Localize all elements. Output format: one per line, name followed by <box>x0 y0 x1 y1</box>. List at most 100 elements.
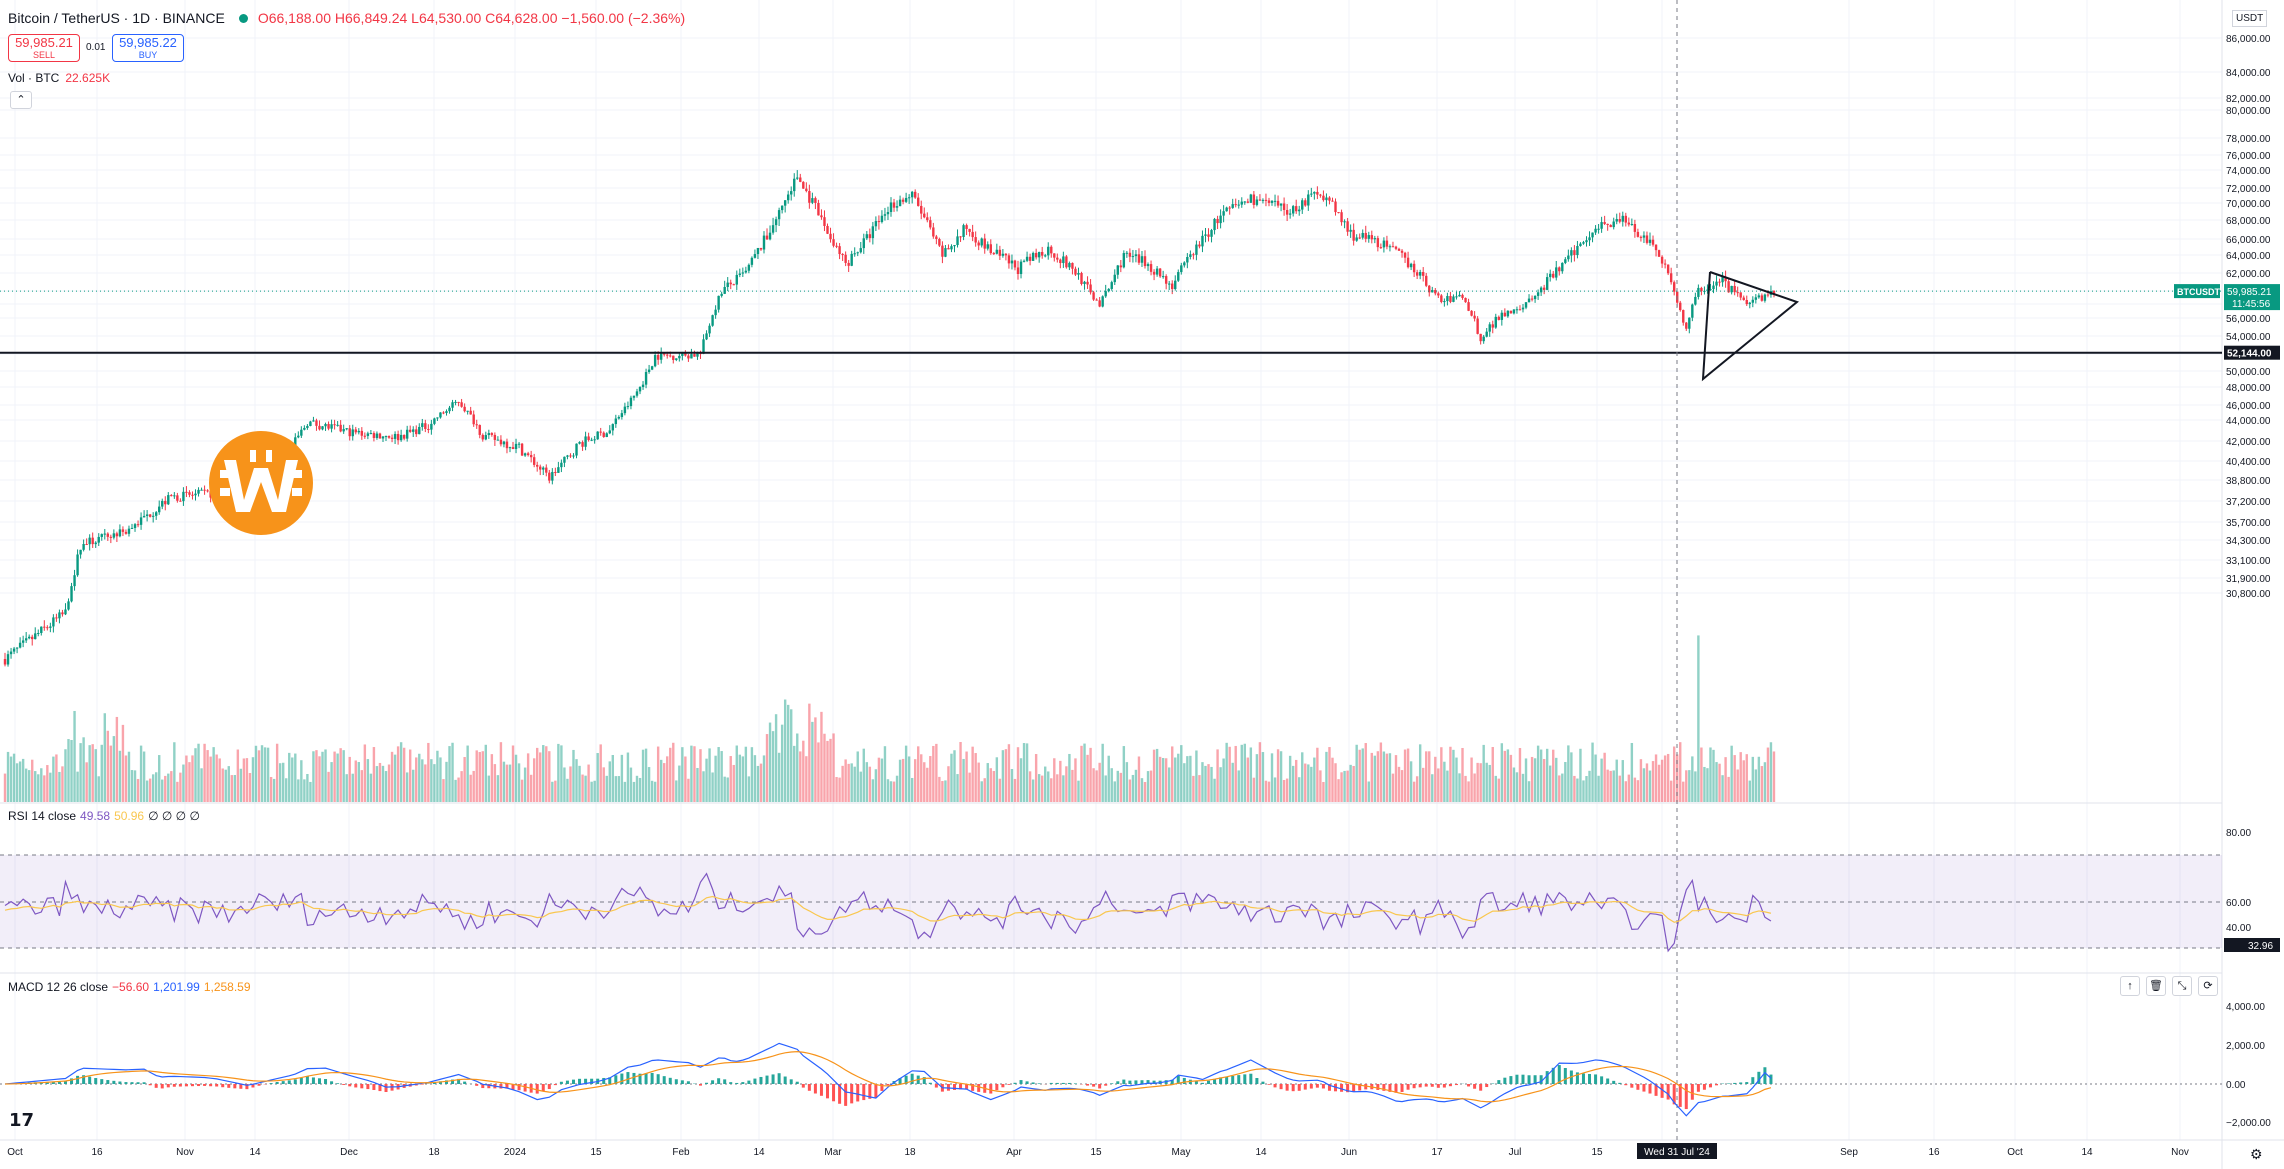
volume-bar <box>793 745 796 802</box>
macd-hist-bar <box>511 1084 515 1090</box>
macd-hist-bar <box>759 1076 763 1084</box>
gear-icon[interactable]: ⚙ <box>2250 1146 2263 1162</box>
price-tick-label: 42,000.00 <box>2226 437 2271 448</box>
volume-bar <box>291 757 294 802</box>
volume-bar <box>1298 777 1301 802</box>
macd-hist-bar <box>801 1084 805 1088</box>
macd-hist-bar <box>698 1084 702 1086</box>
macd-hist-bar <box>463 1081 467 1084</box>
time-tick-label: Mar <box>824 1147 842 1158</box>
macd-hist-bar <box>1430 1084 1434 1087</box>
volume-bar <box>315 750 318 802</box>
volume-bar <box>312 751 315 802</box>
candle-body <box>348 428 351 437</box>
candle-body <box>1177 272 1180 281</box>
candle-body <box>1158 268 1162 277</box>
macd-legend[interactable]: MACD 12 26 close −56.60 1,201.99 1,258.59 <box>8 980 251 994</box>
volume-bar <box>1561 773 1564 802</box>
volume-bar <box>551 781 554 802</box>
candle-body <box>614 418 618 425</box>
delete-pane-icon[interactable]: 🗑 <box>2146 976 2166 996</box>
candle-body <box>1282 203 1286 210</box>
candle-body <box>1152 271 1156 275</box>
volume-bar <box>796 733 799 802</box>
candle-body <box>1606 223 1609 225</box>
volume-bar <box>774 714 778 802</box>
volume-bar <box>1213 778 1216 802</box>
volume-bar <box>554 780 557 802</box>
candle-body <box>127 528 131 534</box>
volume-bar <box>1715 762 1718 802</box>
volume-bar <box>1422 767 1425 802</box>
candle-body <box>445 411 448 414</box>
buy-button[interactable]: 59,985.22 BUY <box>112 34 184 62</box>
volume-bar <box>599 744 602 802</box>
volume-bar <box>27 770 31 802</box>
candle-body <box>529 455 533 458</box>
volume-bar <box>910 777 914 802</box>
candle-body <box>1485 331 1488 337</box>
volume-bar <box>508 764 512 802</box>
candle-body <box>372 433 376 438</box>
volume-bar <box>454 779 457 802</box>
candle-body <box>1549 273 1552 278</box>
symbol-legend[interactable]: Bitcoin / TetherUS · 1D · BINANCE O66,18… <box>8 10 685 26</box>
more-pane-icon[interactable]: ⟳ <box>2198 976 2218 996</box>
volume-bar <box>1573 775 1576 802</box>
volume-bar <box>1739 752 1742 802</box>
candle-body <box>1065 256 1068 268</box>
macd-hist-bar <box>571 1079 575 1084</box>
candle-body <box>1113 274 1116 283</box>
macd-hist-bar <box>1696 1084 1700 1092</box>
candle-body <box>1037 251 1041 258</box>
rsi-legend[interactable]: RSI 14 close 49.58 50.96 ∅ ∅ ∅ ∅ <box>8 809 200 823</box>
sell-label: SELL <box>32 50 56 60</box>
candle-body <box>466 410 469 412</box>
tradingview-logo[interactable]: 17 <box>9 1110 35 1131</box>
macd-hist-bar <box>63 1081 67 1084</box>
volume-bar <box>923 762 926 802</box>
collapse-legend-button[interactable]: ⌃ <box>10 91 32 109</box>
candle-body <box>1437 293 1440 296</box>
candle-body <box>638 387 642 392</box>
volume-bar <box>490 754 494 802</box>
move-pane-up-icon[interactable]: ↑ <box>2120 976 2140 996</box>
candle-body <box>729 282 732 285</box>
volume-bar <box>1031 779 1035 802</box>
volume-bar <box>1591 742 1594 802</box>
candle-body <box>1645 235 1649 243</box>
macd-hist-bar <box>124 1082 128 1084</box>
volume-bar <box>714 755 717 802</box>
volume-bar <box>1004 749 1008 802</box>
price-tick-label: 38,800.00 <box>2226 476 2271 487</box>
volume-bar <box>889 781 893 802</box>
candle-body <box>941 245 944 257</box>
volume-legend[interactable]: Vol · BTC 22.625K <box>8 71 110 85</box>
candle-body <box>1167 283 1171 285</box>
candle-body <box>536 464 539 467</box>
macd-hist-bar <box>922 1077 926 1084</box>
candle-body <box>1047 246 1050 256</box>
sell-button[interactable]: 59,985.21 SELL <box>8 34 80 62</box>
volume-bar <box>1488 764 1491 802</box>
collapse-pane-icon[interactable]: ⤡ <box>2172 976 2192 996</box>
candle-body <box>1434 290 1437 294</box>
volume-bar <box>106 730 110 802</box>
volume-bar <box>254 745 258 802</box>
candle-body <box>1615 219 1618 222</box>
price-tick-label: 76,000.00 <box>2226 151 2271 162</box>
candle-body <box>1669 273 1673 283</box>
candle-body <box>1694 296 1697 305</box>
macd-hist-bar <box>1327 1084 1331 1091</box>
currency-selector[interactable]: USDT <box>2232 10 2268 27</box>
volume-bar <box>303 779 306 802</box>
macd-hist-bar <box>934 1084 938 1088</box>
volume-bar <box>917 746 920 802</box>
volume-bar <box>1258 742 1262 802</box>
volume-bar <box>55 754 58 802</box>
macd-hist-bar <box>953 1084 957 1090</box>
macd-hist-bar <box>1642 1084 1646 1092</box>
candle-body <box>1367 235 1370 239</box>
